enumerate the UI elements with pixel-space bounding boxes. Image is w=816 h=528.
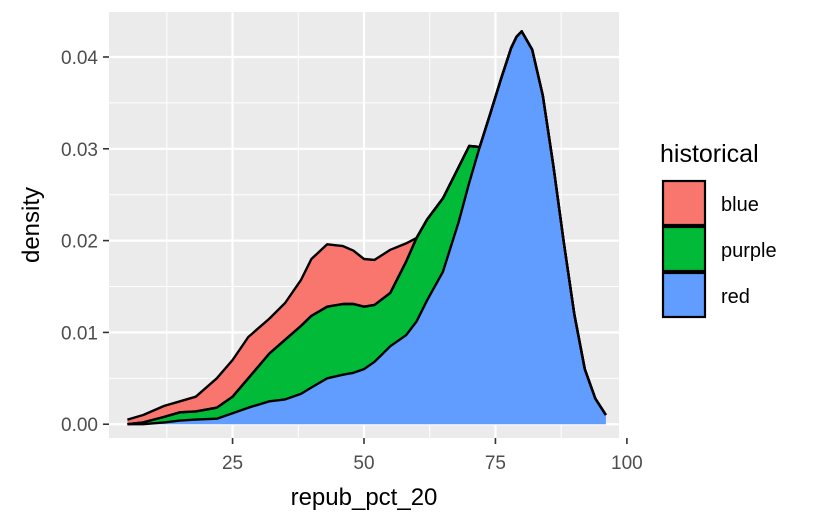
x-axis-title: repub_pct_20 <box>291 484 438 511</box>
y-axis: 0.00 0.01 0.02 0.03 0.04 <box>61 48 109 436</box>
legend-label-purple: purple <box>721 240 777 262</box>
x-tick-label: 75 <box>485 453 506 474</box>
y-tick-label: 0.01 <box>61 323 98 344</box>
x-axis: 25 50 75 100 <box>222 438 643 474</box>
legend-key-blue <box>661 179 707 227</box>
x-tick-label: 25 <box>222 453 243 474</box>
density-areas <box>127 30 607 426</box>
x-tick-label: 100 <box>611 453 643 474</box>
y-axis-title: density <box>18 187 45 263</box>
legend-key-purple <box>661 225 707 273</box>
legend: historical blue purple red <box>660 140 777 319</box>
area-purple <box>127 31 606 425</box>
y-tick-label: 0.00 <box>61 415 98 436</box>
x-tick-label: 50 <box>353 453 374 474</box>
y-tick-label: 0.04 <box>61 48 98 69</box>
legend-title: historical <box>660 140 759 168</box>
legend-items: blue purple red <box>661 179 777 319</box>
y-tick-label: 0.03 <box>61 140 98 161</box>
legend-label-blue: blue <box>721 194 759 216</box>
outline-blue <box>127 30 607 421</box>
legend-label-red: red <box>721 286 750 308</box>
legend-key-red <box>661 271 707 319</box>
y-tick-label: 0.02 <box>61 232 98 253</box>
